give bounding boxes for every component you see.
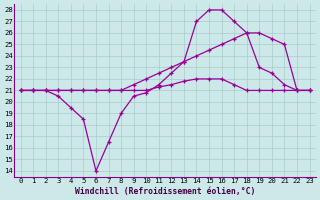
X-axis label: Windchill (Refroidissement éolien,°C): Windchill (Refroidissement éolien,°C) [75,187,255,196]
